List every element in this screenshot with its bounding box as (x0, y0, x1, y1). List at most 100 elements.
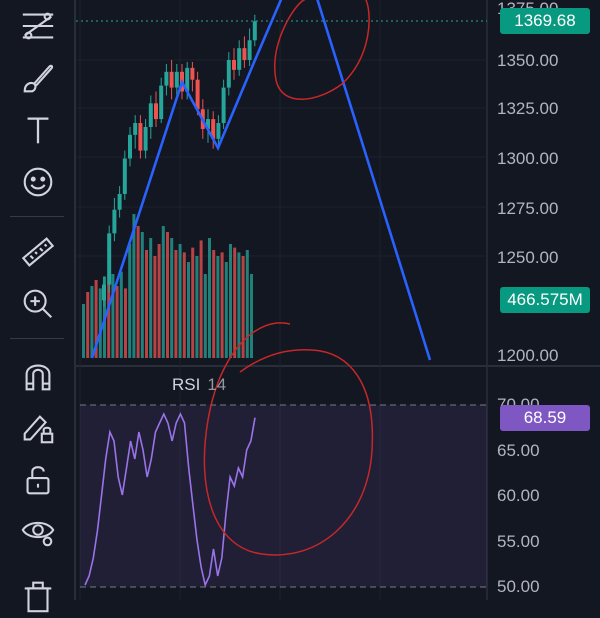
rsi-axis-tick: 50.00 (497, 577, 540, 596)
rsi-line (84, 412, 256, 588)
volume-bar (107, 283, 111, 358)
volume-bar (195, 256, 199, 358)
volume-bar (199, 240, 203, 358)
lock-all-tool[interactable] (14, 458, 62, 502)
candle-body (164, 71, 169, 86)
rsi-axis-tick: 65.00 (497, 441, 540, 460)
volume-bar (166, 232, 169, 358)
volume-bar (191, 247, 195, 358)
trend-line-zigzag (90, 0, 283, 359)
volume-bar (111, 274, 115, 358)
trend-lines-tool[interactable] (14, 4, 62, 48)
volume-bar (94, 280, 98, 358)
volume-bar (153, 256, 157, 358)
candle-body (242, 48, 247, 60)
candle-body (138, 123, 143, 151)
candle-body (216, 123, 221, 139)
candle-body (102, 284, 106, 301)
zoom-tool[interactable] (14, 282, 62, 326)
volume-bar (212, 250, 216, 358)
brush-tool[interactable] (14, 56, 62, 100)
candle-body (112, 209, 117, 234)
candle-body (226, 60, 231, 88)
candle-body (117, 193, 122, 210)
magnet-tool[interactable] (14, 354, 62, 398)
last-price-value: 1369.68 (514, 11, 576, 30)
text-tool[interactable] (14, 108, 62, 152)
smiley-icon (23, 167, 53, 197)
rsi-axis-tick: 60.00 (497, 486, 540, 505)
candle-body (148, 103, 153, 127)
magnet-icon (25, 364, 51, 391)
volume-bar (128, 244, 132, 358)
pencil-lock-icon (23, 415, 54, 444)
volume-label: 466.575M (500, 287, 590, 313)
rsi-length: 14 (207, 375, 227, 394)
annotation-circle-rsi (203, 322, 374, 556)
rsi-title: RSI (172, 375, 201, 394)
candle-body (107, 233, 112, 285)
volume-bar (250, 274, 253, 358)
rsi-axis-tick: 55.00 (497, 532, 540, 551)
unlock-icon (26, 466, 50, 495)
price-axis-tick: 1350.00 (497, 51, 558, 70)
measure-tool[interactable] (14, 230, 62, 274)
volume-bar (132, 214, 136, 358)
candle-body (174, 71, 179, 88)
volume-bar (140, 232, 144, 358)
emoji-tool[interactable] (14, 160, 62, 204)
toolbar-divider (10, 216, 64, 217)
volume-value: 466.575M (507, 290, 583, 309)
rsi-value: 68.59 (523, 408, 567, 427)
lock-drawings-tool[interactable] (14, 406, 62, 450)
volume-bar (220, 252, 224, 358)
volume-bar (86, 292, 90, 358)
candle-body (206, 119, 210, 129)
remove-tool[interactable] (14, 574, 62, 618)
volume-bar (182, 252, 186, 358)
volume-bar (187, 262, 190, 358)
volume-bar (216, 256, 220, 358)
volume-bar (149, 238, 153, 358)
volume-bar (178, 244, 182, 358)
volume-bar (98, 288, 102, 358)
volume-bar (229, 244, 232, 358)
rsi-band (80, 405, 487, 587)
candle-body (211, 119, 216, 139)
candle-body (190, 67, 195, 80)
drawings[interactable] (90, 0, 432, 556)
candle-body (185, 67, 190, 92)
rsi-value-label: 68.59 (500, 405, 590, 431)
volume-bar (136, 226, 140, 358)
volume-bar (224, 262, 228, 358)
zoom-in-icon (23, 289, 53, 319)
volume-bar (174, 250, 178, 358)
volume-bar (233, 247, 237, 358)
visibility-tool[interactable] (14, 508, 62, 552)
volume-bar (124, 288, 127, 358)
text-icon (27, 117, 49, 144)
rsi-legend[interactable]: RSI 14 (172, 375, 226, 395)
candle-body (133, 123, 138, 135)
last-price-label: 1369.68 (500, 8, 590, 34)
volume-bar (161, 226, 165, 358)
candle-body (122, 158, 127, 194)
trash-icon (24, 581, 52, 613)
volume-bar (237, 252, 241, 358)
candle-body (237, 48, 242, 70)
candle-body (143, 126, 148, 151)
price-axis-tick: 1250.00 (497, 248, 558, 267)
volume-bar (241, 256, 245, 358)
volume-bar (203, 274, 207, 358)
candlestick-series (76, 14, 487, 307)
price-axis-tick: 1325.00 (497, 99, 558, 118)
candle-body (232, 60, 236, 70)
ruler-icon (21, 237, 55, 267)
volume-bar (119, 271, 123, 358)
price-axis-tick: 1200.00 (497, 346, 558, 365)
volume-bar (115, 286, 119, 358)
grid (76, 0, 600, 600)
